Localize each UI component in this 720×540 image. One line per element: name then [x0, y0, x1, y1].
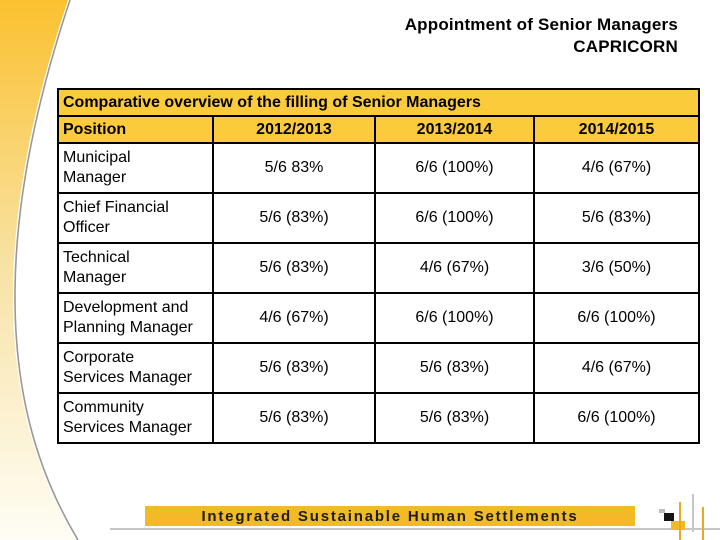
value-cell: 5/6 (83%): [212, 342, 376, 394]
value-cell: 5/6 (83%): [212, 192, 376, 244]
senior-managers-table: Comparative overview of the filling of S…: [57, 88, 700, 444]
footer-rule-line: [110, 528, 720, 530]
value-cell: 3/6 (50%): [533, 242, 700, 294]
value-cell: 4/6 (67%): [212, 292, 376, 344]
position-cell: Chief Financial Officer: [57, 192, 214, 244]
slide-title-line2: CAPRICORN: [573, 37, 678, 56]
position-cell: Development and Planning Manager: [57, 292, 214, 344]
value-cell: 6/6 (100%): [374, 192, 535, 244]
table-row: Corporate Services Manager 5/6 (83%) 5/6 (…: [57, 342, 700, 394]
value-cell: 5/6 (83%): [212, 242, 376, 294]
value-cell: 6/6 (100%): [374, 292, 535, 344]
table-caption-row: Comparative overview of the filling of S…: [57, 88, 700, 117]
position-cell: Corporate Services Manager: [57, 342, 214, 394]
table-header-row: Position 2012/2013 2013/2014 2014/2015: [57, 115, 700, 144]
table-caption: Comparative overview of the filling of S…: [57, 88, 700, 117]
footer-banner: Integrated Sustainable Human Settlements: [145, 506, 635, 526]
value-cell: 6/6 (100%): [533, 392, 700, 444]
corner-gold-line-1: [679, 502, 681, 540]
corner-gold-square: [671, 521, 685, 530]
column-header-2014-2015: 2014/2015: [533, 115, 700, 144]
corner-gray-line: [692, 494, 694, 532]
column-header-position: Position: [57, 115, 214, 144]
value-cell: 4/6 (67%): [374, 242, 535, 294]
corner-black-square: [664, 513, 674, 521]
column-header-2012-2013: 2012/2013: [212, 115, 376, 144]
value-cell: 5/6 (83%): [533, 192, 700, 244]
value-cell: 6/6 (100%): [533, 292, 700, 344]
value-cell: 4/6 (67%): [533, 342, 700, 394]
value-cell: 5/6 (83%): [374, 392, 535, 444]
value-cell: 4/6 (67%): [533, 142, 700, 194]
table-row: Development and Planning Manager 4/6 (67%…: [57, 292, 700, 344]
value-cell: 5/6 (83%): [212, 392, 376, 444]
corner-gray-dot: [659, 509, 665, 513]
table-row: Technical Manager 5/6 (83%) 4/6 (67%) 3/6 (…: [57, 242, 700, 294]
value-cell: 6/6 (100%): [374, 142, 535, 194]
table-body: Municipal Manager 5/6 83% 6/6 (100%) 4/6 (6…: [57, 142, 700, 444]
position-cell: Technical Manager: [57, 242, 214, 294]
position-cell: Community Services Manager: [57, 392, 214, 444]
corner-gold-line-2: [702, 507, 704, 540]
slide-title-line1: Appointment of Senior Managers: [404, 15, 678, 34]
position-cell: Municipal Manager: [57, 142, 214, 194]
slide-title: Appointment of Senior Managers CAPRICORN: [405, 14, 678, 58]
column-header-2013-2014: 2013/2014: [374, 115, 535, 144]
value-cell: 5/6 83%: [212, 142, 376, 194]
table-row: Community Services Manager 5/6 (83%) 5/6 (…: [57, 392, 700, 444]
value-cell: 5/6 (83%): [374, 342, 535, 394]
footer-banner-label: Integrated Sustainable Human Settlements: [201, 507, 579, 525]
table-row: Municipal Manager 5/6 83% 6/6 (100%) 4/6 (6…: [57, 142, 700, 194]
table-row: Chief Financial Officer 5/6 (83%) 6/6 (100…: [57, 192, 700, 244]
